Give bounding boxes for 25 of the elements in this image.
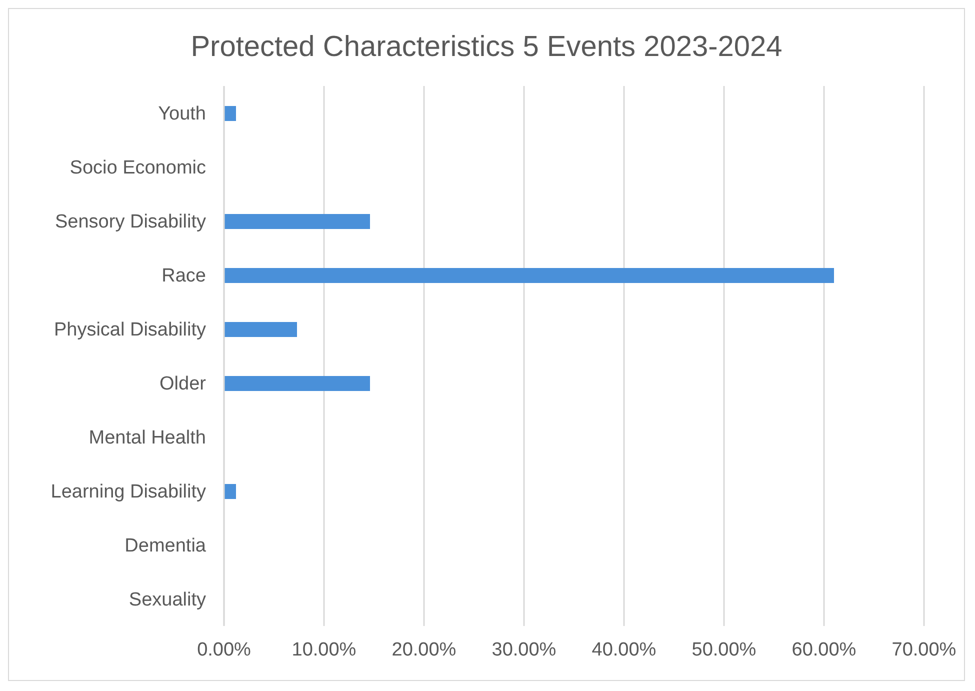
bar	[224, 106, 236, 121]
x-tick-label: 70.00%	[892, 639, 956, 660]
bar	[224, 376, 370, 391]
x-tick-label: 30.00%	[492, 639, 556, 660]
y-tick-label: Mental Health	[88, 428, 206, 449]
x-tick-label: 20.00%	[392, 639, 456, 660]
bar	[224, 268, 834, 283]
y-tick-label: Sexuality	[128, 590, 206, 611]
y-tick-label: Learning Disability	[50, 482, 206, 503]
x-tick-label: 0.00%	[197, 639, 252, 660]
bar	[224, 484, 236, 499]
y-tick-label: Race	[162, 266, 206, 287]
y-tick-label: Youth	[158, 104, 206, 125]
y-tick-label: Socio Economic	[70, 158, 206, 179]
bar	[224, 214, 370, 229]
y-tick-label: Older	[160, 374, 207, 395]
bar	[224, 322, 297, 337]
chart-title: Protected Characteristics 5 Events 2023-2024	[190, 30, 784, 65]
y-tick-label: Sensory Disability	[55, 212, 206, 233]
x-tick-label: 50.00%	[692, 639, 756, 660]
y-tick-label: Physical Disability	[54, 320, 206, 341]
x-tick-label: 40.00%	[592, 639, 656, 660]
y-tick-label: Dementia	[124, 536, 206, 557]
x-tick-label: 60.00%	[792, 639, 856, 660]
x-tick-label: 10.00%	[292, 639, 356, 660]
